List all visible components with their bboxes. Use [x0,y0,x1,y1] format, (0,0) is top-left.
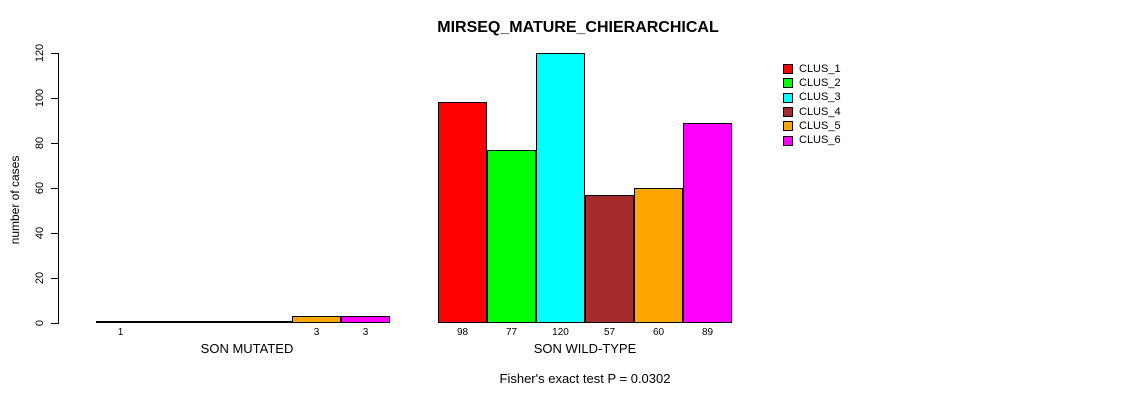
bar-value-label: 3 [362,327,369,338]
bar-CLUS_3 [194,321,243,323]
legend-label: CLUS_2 [799,76,841,89]
bar-CLUS_5 [634,188,683,323]
bar-value-label: 1 [117,327,124,338]
chart-title: MIRSEQ_MATURE_CHIERARCHICAL [437,19,719,36]
legend-label: CLUS_6 [799,134,841,147]
y-axis-label: number of cases [8,155,22,245]
bar-value-label: 57 [603,327,616,338]
y-tick-mark [51,98,58,99]
y-tick-label: 40 [34,226,46,240]
bar-value-label: 77 [505,327,518,338]
y-axis-line [58,53,59,324]
y-tick-mark [51,323,58,324]
fisher-test-label: Fisher's exact test P = 0.0302 [499,371,671,386]
bar-value-label: 60 [652,327,665,338]
legend-item: CLUS_4 [783,105,841,119]
legend-swatch-CLUS_2 [783,78,793,89]
legend-label: CLUS_4 [799,105,841,118]
y-tick-label: 100 [34,88,46,108]
legend-item: CLUS_6 [783,133,841,147]
legend-item: CLUS_1 [783,62,841,76]
legend-swatch-CLUS_5 [783,121,793,132]
y-tick-mark [51,188,58,189]
bar-CLUS_2 [145,321,194,323]
legend: CLUS_1 CLUS_2 CLUS_3 CLUS_4 CLUS_5 CLUS_6 [783,62,841,148]
bar-CLUS_5 [292,316,341,323]
group-label-wildtype: SON WILD-TYPE [533,341,637,356]
legend-swatch-CLUS_6 [783,135,793,146]
bar-CLUS_1 [438,102,487,323]
bar-value-label: 3 [313,327,320,338]
bar-CLUS_4 [585,195,634,323]
legend-swatch-CLUS_3 [783,92,793,103]
bar-CLUS_6 [683,123,732,323]
bar-CLUS_6 [341,316,390,323]
bar-value-label: 98 [456,327,469,338]
bar-value-label: 120 [552,327,569,338]
y-tick-label: 120 [34,43,46,63]
y-tick-label: 80 [34,136,46,150]
legend-item: CLUS_3 [783,91,841,105]
bar-CLUS_2 [487,150,536,323]
y-tick-label: 20 [34,271,46,285]
legend-item: CLUS_2 [783,76,841,90]
bar-value-label: 89 [701,327,714,338]
y-tick-label: 60 [34,181,46,195]
legend-swatch-CLUS_1 [783,64,793,75]
y-tick-mark [51,53,58,54]
bar-CLUS_1 [96,321,145,323]
y-tick-label: 0 [34,319,46,327]
y-tick-mark [51,143,58,144]
group-label-mutated: SON MUTATED [200,341,294,356]
legend-item: CLUS_5 [783,119,841,133]
legend-label: CLUS_5 [799,119,841,132]
legend-label: CLUS_3 [799,91,841,104]
bar-CLUS_4 [243,321,292,323]
legend-swatch-CLUS_4 [783,107,793,118]
y-tick-mark [51,233,58,234]
legend-label: CLUS_1 [799,62,841,75]
bar-CLUS_3 [536,53,585,323]
y-tick-mark [51,278,58,279]
